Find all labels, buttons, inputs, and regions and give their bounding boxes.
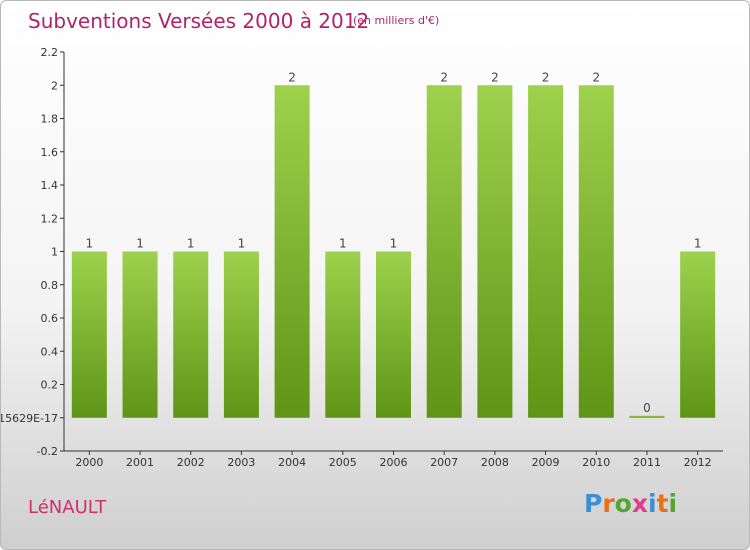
logo-letter: x bbox=[631, 489, 648, 518]
y-tick-label: 0.6 bbox=[41, 312, 59, 325]
logo-letter: r bbox=[602, 489, 615, 518]
value-label-2002: 1 bbox=[187, 237, 195, 251]
y-tick-label: 0.8 bbox=[41, 279, 59, 292]
bar-2005 bbox=[325, 251, 361, 418]
y-tick-label: 1.8 bbox=[41, 113, 59, 126]
y-tick-label: 1.6 bbox=[41, 146, 59, 159]
bar-2003 bbox=[223, 251, 259, 418]
x-tick-label-2004: 2004 bbox=[278, 456, 306, 469]
chart-unit: (en milliers d'€) bbox=[353, 14, 440, 27]
x-tick-label-2005: 2005 bbox=[329, 456, 357, 469]
bar-2012 bbox=[680, 251, 716, 418]
x-tick-label-2001: 2001 bbox=[126, 456, 154, 469]
logo-letter: o bbox=[614, 489, 632, 518]
proxiti-logo: Proxiti bbox=[584, 489, 677, 518]
value-label-2004: 2 bbox=[288, 70, 296, 84]
y-tick-label: 2.2 bbox=[41, 46, 59, 59]
value-label-2010: 2 bbox=[592, 70, 600, 84]
y-tick-label: 0.4 bbox=[41, 345, 59, 358]
value-label-2011: 0 bbox=[643, 401, 651, 415]
bar-2004 bbox=[274, 85, 310, 418]
place-name: LéNAULT bbox=[28, 497, 107, 518]
x-tick-label-2011: 2011 bbox=[633, 456, 661, 469]
bar-2011 bbox=[629, 415, 665, 418]
value-label-2009: 2 bbox=[542, 70, 550, 84]
x-tick-label-2008: 2008 bbox=[481, 456, 509, 469]
chart-title: Subventions Versées 2000 à 2012 bbox=[28, 9, 370, 33]
x-tick-label-2002: 2002 bbox=[177, 456, 205, 469]
x-axis: 2000 2001 2002 2003 2004 2005 2006 2007 2008 2009… bbox=[64, 450, 723, 469]
x-tick-label-2003: 2003 bbox=[227, 456, 255, 469]
x-tick-label-2000: 2000 bbox=[75, 456, 103, 469]
value-label-2005: 1 bbox=[339, 237, 347, 251]
bar-2002 bbox=[173, 251, 209, 418]
value-label-2003: 1 bbox=[238, 237, 246, 251]
bar-2008 bbox=[477, 85, 513, 418]
value-label-2008: 2 bbox=[491, 70, 499, 84]
logo-letter: P bbox=[584, 489, 603, 518]
value-labels: 1 1 1 1 2 1 1 2 2 2 2 0 1 bbox=[86, 70, 702, 415]
bar-2009 bbox=[528, 85, 564, 418]
bars bbox=[71, 85, 716, 418]
y-axis: -0.2 -1.15629E-17 0.2 0.4 0.6 0.8 1 1.2 1.4 1.6 1.… bbox=[1, 46, 65, 458]
value-label-2007: 2 bbox=[440, 70, 448, 84]
bar-2010 bbox=[578, 85, 614, 418]
y-tick-label: -1.15629E-17 bbox=[1, 412, 58, 425]
logo-letter: t bbox=[656, 489, 669, 518]
value-label-2012: 1 bbox=[694, 237, 702, 251]
y-tick-label: 2 bbox=[51, 79, 58, 92]
bar-2007 bbox=[426, 85, 462, 418]
value-label-2000: 1 bbox=[86, 237, 94, 251]
y-tick-label: 1.2 bbox=[41, 212, 59, 225]
y-tick-label: 0.2 bbox=[41, 379, 59, 392]
x-tick-label-2006: 2006 bbox=[380, 456, 408, 469]
bar-2001 bbox=[122, 251, 158, 418]
x-tick-label-2009: 2009 bbox=[532, 456, 560, 469]
x-tick-label-2010: 2010 bbox=[582, 456, 610, 469]
y-tick-label: 1.4 bbox=[41, 179, 59, 192]
y-tick-label: 1 bbox=[51, 246, 58, 259]
bar-2000 bbox=[71, 251, 107, 418]
logo-letter: i bbox=[648, 489, 657, 518]
logo-letter: i bbox=[668, 489, 678, 518]
x-tick-label-2012: 2012 bbox=[684, 456, 712, 469]
y-tick-label: -0.2 bbox=[37, 445, 58, 458]
bar-2006 bbox=[376, 251, 411, 418]
x-tick-label-2007: 2007 bbox=[430, 456, 458, 469]
value-label-2006: 1 bbox=[390, 237, 398, 251]
value-label-2001: 1 bbox=[136, 237, 144, 251]
